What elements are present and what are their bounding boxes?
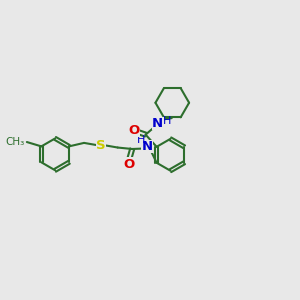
Text: N: N (142, 140, 153, 153)
Text: CH₃: CH₃ (6, 137, 25, 147)
Text: O: O (123, 158, 134, 171)
Text: S: S (96, 139, 106, 152)
Text: O: O (128, 124, 140, 137)
Text: H: H (137, 135, 145, 145)
Text: N: N (152, 117, 163, 130)
Text: H: H (163, 116, 172, 126)
